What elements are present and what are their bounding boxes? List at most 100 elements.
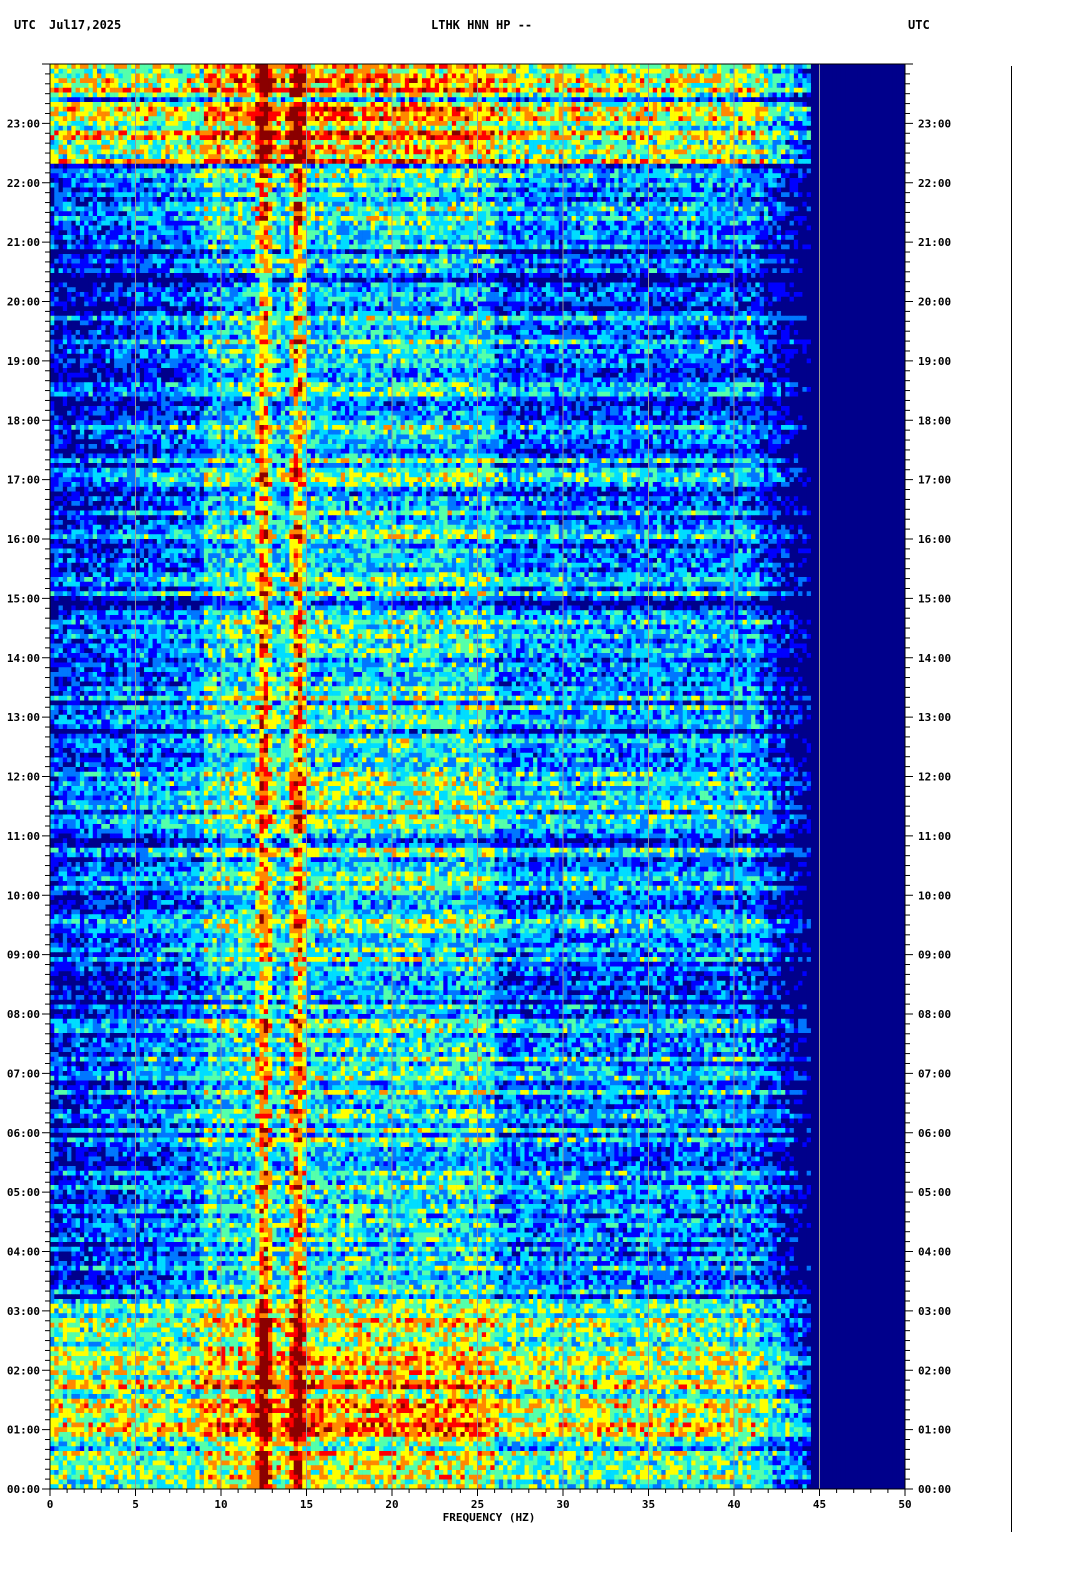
heatmap-cell <box>71 69 76 74</box>
heatmap-cell <box>247 88 252 93</box>
heatmap-cell <box>396 83 401 88</box>
heatmap-cell <box>631 69 636 74</box>
heatmap-cell <box>845 69 850 74</box>
heatmap-cell <box>153 83 158 88</box>
heatmap-cell <box>358 69 363 74</box>
heatmap-cell <box>191 74 196 79</box>
heatmap-cell <box>619 69 624 74</box>
heatmap-cell <box>277 78 282 83</box>
heatmap-cell <box>234 78 239 83</box>
heatmap-cell <box>379 74 384 79</box>
heatmap-cell <box>272 74 277 79</box>
heatmap-cell <box>649 78 654 83</box>
heatmap-cell <box>820 69 825 74</box>
heatmap-cell <box>721 74 726 79</box>
heatmap-cell <box>259 83 264 88</box>
heatmap-cell <box>136 74 141 79</box>
heatmap-cell <box>619 74 624 79</box>
heatmap-cell <box>627 69 632 74</box>
heatmap-cell <box>247 78 252 83</box>
heatmap-cell <box>653 78 658 83</box>
heatmap-cell <box>251 83 256 88</box>
heatmap-cell <box>811 78 816 83</box>
heatmap-cell <box>631 74 636 79</box>
heatmap-cell <box>469 64 474 69</box>
heatmap-cell <box>200 78 205 83</box>
heatmap-cell <box>580 69 585 74</box>
heatmap-cell <box>580 83 585 88</box>
heatmap-cell <box>542 74 547 79</box>
heatmap-cell <box>212 64 217 69</box>
heatmap-cell <box>298 83 303 88</box>
heatmap-cell <box>563 69 568 74</box>
heatmap-cell <box>281 74 286 79</box>
heatmap-cell <box>195 78 200 83</box>
heatmap-cell <box>298 69 303 74</box>
heatmap-cell <box>277 64 282 69</box>
heatmap-cell <box>221 64 226 69</box>
heatmap-cell <box>50 74 55 79</box>
heatmap-cell <box>281 64 286 69</box>
heatmap-cell <box>84 74 89 79</box>
heatmap-cell <box>678 69 683 74</box>
heatmap-cell <box>311 64 316 69</box>
heatmap-cell <box>140 88 145 93</box>
heatmap-cell <box>841 83 846 88</box>
heatmap-cell <box>896 69 901 74</box>
heatmap-cell <box>610 69 615 74</box>
heatmap-cell <box>896 83 901 88</box>
heatmap-cell <box>533 64 538 69</box>
heatmap-cell <box>366 64 371 69</box>
heatmap-cell <box>366 69 371 74</box>
heatmap-cell <box>84 88 89 93</box>
heatmap-cell <box>499 69 504 74</box>
heatmap-cell <box>371 64 376 69</box>
heatmap-cell <box>597 78 602 83</box>
heatmap-cell <box>272 88 277 93</box>
heatmap-cell <box>614 83 619 88</box>
heatmap-cell <box>208 69 213 74</box>
heatmap-cell <box>59 88 64 93</box>
heatmap-cell <box>264 83 269 88</box>
heatmap-cell <box>157 88 162 93</box>
heatmap-cell <box>768 69 773 74</box>
heatmap-cell <box>456 78 461 83</box>
heatmap-cell <box>520 64 525 69</box>
heatmap-cell <box>862 69 867 74</box>
heatmap-cell <box>294 69 299 74</box>
heatmap-cell <box>452 64 457 69</box>
heatmap-cell <box>768 64 773 69</box>
heatmap-cell <box>499 74 504 79</box>
heatmap-cell <box>888 78 893 83</box>
heatmap-cell <box>666 78 671 83</box>
heatmap-cell <box>230 88 235 93</box>
heatmap-cell <box>478 69 483 74</box>
heatmap-cell <box>875 83 880 88</box>
heatmap-cell <box>601 83 606 88</box>
heatmap-cell <box>204 78 209 83</box>
heatmap-cell <box>785 83 790 88</box>
heatmap-cell <box>401 83 406 88</box>
heatmap-cell <box>841 78 846 83</box>
heatmap-cell <box>495 74 500 79</box>
heatmap-cell <box>704 78 709 83</box>
heatmap-cell <box>764 78 769 83</box>
heatmap-cell <box>465 74 470 79</box>
heatmap-cell <box>811 69 816 74</box>
heatmap-cell <box>153 88 158 93</box>
heatmap-cell <box>63 83 68 88</box>
heatmap-cell <box>54 83 59 88</box>
heatmap-cell <box>195 64 200 69</box>
heatmap-cell <box>867 74 872 79</box>
heatmap-cell <box>67 74 72 79</box>
heatmap-cell <box>148 78 153 83</box>
heatmap-cell <box>896 78 901 83</box>
heatmap-cell <box>379 83 384 88</box>
heatmap-cell <box>106 74 111 79</box>
heatmap-cell <box>174 69 179 74</box>
heatmap-cell <box>161 88 166 93</box>
heatmap-cell <box>657 74 662 79</box>
heatmap-cell <box>255 88 260 93</box>
heatmap-cell <box>405 69 410 74</box>
